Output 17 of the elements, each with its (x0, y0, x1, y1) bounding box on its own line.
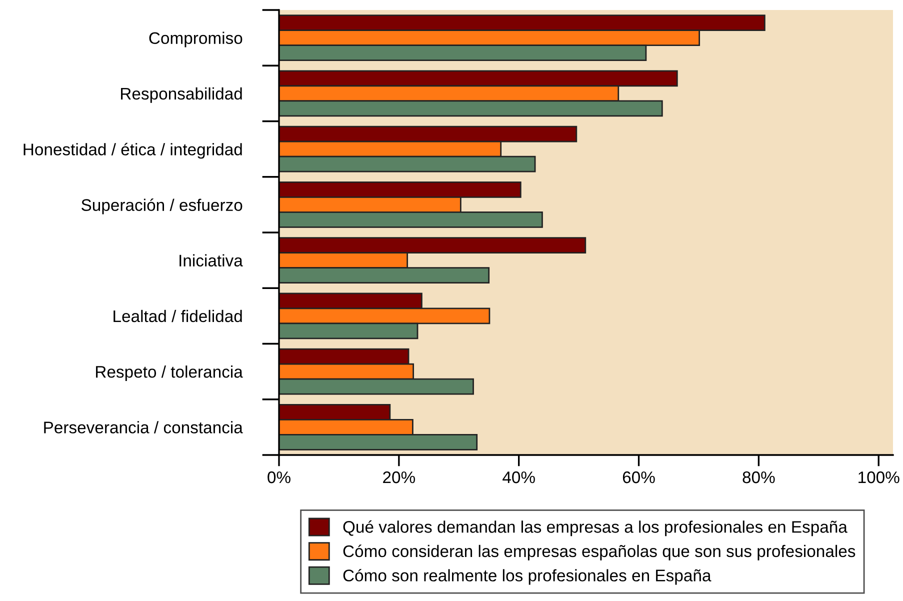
y-tick-label: Lealtad / fidelidad (114, 310, 242, 322)
y-tick-label: Iniciativa (180, 254, 243, 267)
y-tick-label: Respeto / tolerancia (96, 366, 243, 382)
y-tick-label: Compromiso (149, 32, 242, 48)
x-tick-label: 0% (268, 471, 290, 484)
x-tick-label: 60% (622, 471, 655, 484)
y-tick-label: Responsabilidad (121, 87, 242, 103)
y-tick-label: Perseverancia / constancia (44, 421, 243, 434)
legend-label: Cómo consideran las empresas españolas que son sus profesionales (343, 544, 856, 560)
legend-label: Qué valores demandan las empresas a los profesionales en España (343, 520, 848, 536)
y-tick-label: Honestidad / ética / integridad (24, 142, 242, 159)
x-tick-label: 40% (502, 471, 535, 484)
x-tick-label: 20% (383, 471, 416, 484)
x-tick-label: 80% (742, 471, 775, 484)
legend-label: Cómo son realmente los profesionales en España (343, 568, 712, 585)
x-tick-label: 100% (858, 471, 900, 484)
y-tick-label: Superación / esfuerzo (82, 198, 242, 214)
